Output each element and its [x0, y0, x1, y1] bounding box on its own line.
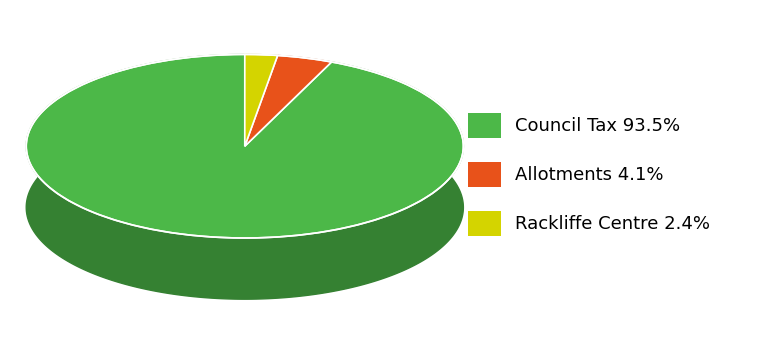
Polygon shape — [245, 54, 278, 117]
Polygon shape — [26, 54, 464, 238]
Polygon shape — [245, 55, 331, 146]
Legend: Council Tax 93.5%, Allotments 4.1%, Rackliffe Centre 2.4%: Council Tax 93.5%, Allotments 4.1%, Rack… — [468, 113, 710, 236]
Ellipse shape — [26, 116, 464, 299]
Polygon shape — [278, 55, 331, 123]
Polygon shape — [26, 54, 464, 299]
Polygon shape — [245, 54, 278, 146]
